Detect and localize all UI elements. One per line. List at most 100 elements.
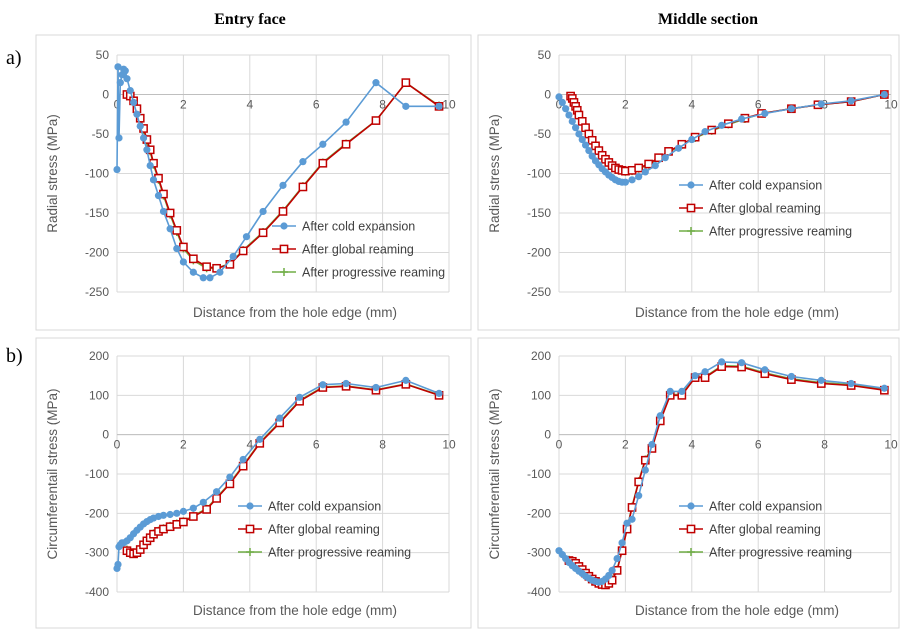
y-axis-title: Radial stress (MPa) <box>45 114 60 233</box>
data-point-cold <box>114 560 122 569</box>
legend: After cold expansion After global reaming… <box>272 220 445 280</box>
data-point-cold <box>635 173 643 181</box>
chart-b-middle: -400 -300 -200 -100 0 100 200 0 2 4 6 8 10 Distance f… <box>477 337 900 629</box>
x-tick-label: 4 <box>246 438 253 452</box>
x-axis-title: Distance from the hole edge (mm) <box>635 603 839 618</box>
data-point-global <box>179 242 188 252</box>
data-point-cold <box>641 168 649 176</box>
data-point-global <box>189 254 198 264</box>
x-tick-label: 8 <box>379 438 386 452</box>
data-point-cold <box>608 566 616 574</box>
legend-marker-progressive <box>687 227 695 235</box>
y-tick-label: -200 <box>527 246 551 260</box>
data-point-global <box>617 546 627 556</box>
data-point-cold <box>159 207 168 216</box>
y-tick-label: -100 <box>527 167 551 181</box>
data-point-cold <box>143 146 151 154</box>
data-point-cold <box>133 110 141 118</box>
legend-marker-global <box>245 524 255 534</box>
x-tick-label: 0 <box>114 438 121 452</box>
data-point-global <box>202 505 211 514</box>
data-point-cold <box>701 128 709 136</box>
data-point-cold <box>718 358 726 366</box>
data-point-global <box>371 116 381 125</box>
data-point-global <box>179 517 188 527</box>
y-tick-label: -50 <box>92 127 110 141</box>
series-cold <box>555 358 888 586</box>
row-label-a: a) <box>6 47 22 69</box>
y-tick-label: -150 <box>85 206 109 220</box>
data-point-cold <box>149 176 158 184</box>
x-tick-label: 10 <box>884 438 898 452</box>
data-point-cold <box>738 115 746 123</box>
data-point-cold <box>623 519 631 527</box>
data-point-cold <box>787 105 796 113</box>
data-point-global <box>172 226 182 235</box>
y-tick-label: 200 <box>89 349 109 363</box>
data-point-cold <box>435 102 443 110</box>
data-point-cold <box>372 383 380 392</box>
x-tick-label: 0 <box>556 438 563 452</box>
data-point-cold <box>114 63 122 71</box>
data-point-cold <box>242 233 251 241</box>
data-point-global <box>189 512 198 521</box>
data-point-cold <box>372 79 380 87</box>
x-tick-label: 8 <box>379 98 386 112</box>
data-point-cold <box>136 122 144 130</box>
data-point-cold <box>674 144 683 152</box>
legend-marker-global <box>279 244 289 254</box>
data-point-cold <box>173 244 181 253</box>
data-point-cold <box>130 98 138 106</box>
x-axis-title: Distance from the hole edge (mm) <box>193 603 397 618</box>
data-point-cold <box>121 67 129 75</box>
data-point-cold <box>279 181 287 189</box>
legend: After cold expansion After global reaming… <box>238 500 411 560</box>
chart-frame <box>35 34 472 331</box>
x-tick-label: 6 <box>755 438 762 452</box>
data-point-cold <box>718 121 726 129</box>
legend-marker-cold <box>687 502 695 510</box>
data-point-cold <box>701 368 709 376</box>
data-point-global <box>318 158 328 168</box>
y-tick-label: 50 <box>96 48 110 62</box>
y-tick-label: -100 <box>527 467 551 481</box>
data-point-cold <box>342 379 350 388</box>
y-tick-label: 0 <box>544 88 551 102</box>
data-point-cold <box>880 90 888 99</box>
data-point-cold <box>166 225 174 233</box>
data-point-cold <box>581 141 590 149</box>
data-point-cold <box>656 412 664 420</box>
y-tick-label: -200 <box>85 246 109 260</box>
data-point-cold <box>618 539 626 547</box>
x-tick-label: 2 <box>622 438 629 452</box>
data-point-cold <box>239 455 247 464</box>
data-point-cold <box>648 440 656 449</box>
y-tick-label: -50 <box>534 127 552 141</box>
y-tick-label: -150 <box>527 206 551 220</box>
y-tick-label: -400 <box>85 585 109 599</box>
data-point-cold <box>126 86 134 95</box>
data-point-cold <box>206 274 214 282</box>
data-point-global <box>341 139 351 149</box>
data-point-cold <box>817 376 825 384</box>
data-point-cold <box>276 414 284 422</box>
data-point-cold <box>173 509 181 517</box>
y-tick-label: -200 <box>85 506 109 520</box>
data-point-cold <box>628 176 636 184</box>
legend-label-global: After global reaming <box>709 202 821 216</box>
data-point-cold <box>691 372 699 380</box>
data-point-cold <box>189 504 197 512</box>
data-point-global <box>644 159 653 169</box>
x-tick-label: 8 <box>821 438 828 452</box>
data-point-cold <box>661 154 669 162</box>
row-label-b: b) <box>6 345 23 367</box>
legend-label-progressive: After progressive reaming <box>709 225 852 239</box>
legend-marker-progressive <box>280 268 288 276</box>
x-tick-label: 10 <box>442 438 456 452</box>
legend-label-global: After global reaming <box>268 523 380 537</box>
data-point-cold <box>568 117 576 125</box>
data-point-cold <box>558 98 566 106</box>
data-point-cold <box>199 498 207 506</box>
data-point-cold <box>847 379 855 388</box>
chart-panels: -250 -200 -150 -100 -50 0 50 0 2 4 6 8 10 Distance fr… <box>35 34 900 629</box>
